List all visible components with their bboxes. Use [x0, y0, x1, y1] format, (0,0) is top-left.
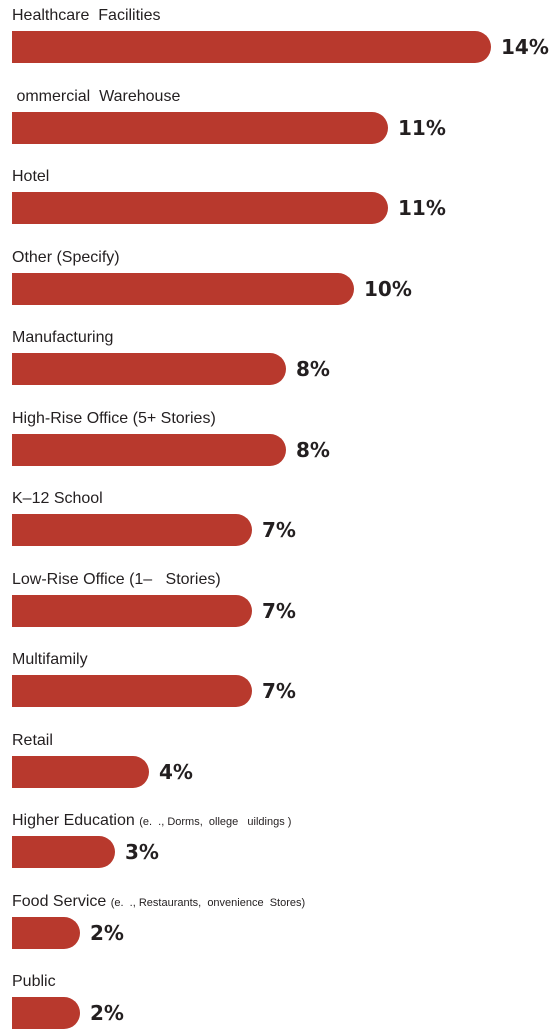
value-label: 11%	[398, 196, 446, 220]
category-label-text: Other (Specify)	[12, 248, 120, 266]
value-label: 2%	[90, 920, 124, 945]
category-label-text: Manufacturing	[12, 329, 114, 346]
category-label-text: Retail	[12, 731, 53, 749]
value-label: 7%	[262, 518, 296, 542]
bar	[12, 916, 80, 949]
category-label: K–12 School	[12, 489, 103, 509]
category-label-text: Multifamily	[12, 651, 88, 668]
bar	[12, 675, 252, 707]
value-label: 3%	[125, 840, 159, 864]
bar	[12, 272, 354, 305]
category-label: Low-Rise Office (1– Stories)	[12, 570, 221, 590]
bar	[12, 514, 252, 546]
category-label: Other (Specify)	[12, 248, 120, 268]
value-label: 11%	[398, 115, 446, 140]
bar	[12, 836, 115, 868]
category-label: ommercial Warehouse	[12, 87, 180, 107]
value-label: 7%	[262, 679, 296, 703]
category-note: (e. ., Restaurants, onvenience Stores)	[110, 896, 306, 909]
category-label: Healthcare Facilities	[12, 6, 161, 26]
value-label: 10%	[364, 276, 412, 301]
value-label: 4%	[159, 759, 193, 784]
category-label: Retail	[12, 731, 53, 751]
category-label-text: Hotel	[12, 168, 50, 185]
category-label-text: Public	[12, 973, 56, 990]
category-label: Food Service (e. ., Restaurants, onvenie…	[12, 892, 305, 913]
bar	[12, 433, 286, 466]
category-label-text: Higher Education	[12, 812, 135, 829]
bar	[12, 111, 388, 144]
category-label-text: High-Rise Office (5+ Stories)	[12, 409, 216, 427]
category-label-text: Food Service	[12, 892, 107, 910]
category-label: Public	[12, 972, 56, 992]
bar	[12, 997, 80, 1029]
bar	[12, 594, 252, 627]
category-label: High-Rise Office (5+ Stories)	[12, 409, 216, 429]
value-label: 8%	[296, 357, 330, 381]
category-label-text: K–12 School	[12, 490, 103, 507]
category-note: (e. ., Dorms, ollege uildings )	[139, 816, 292, 828]
value-label: 2%	[90, 1001, 124, 1025]
value-label: 14%	[501, 35, 549, 59]
bar	[12, 192, 388, 224]
bar	[12, 31, 491, 63]
value-label: 8%	[296, 437, 330, 462]
category-label-text: Low-Rise Office (1– Stories)	[12, 570, 221, 588]
value-label: 7%	[262, 598, 296, 623]
bar	[12, 755, 149, 788]
category-label: Higher Education (e. ., Dorms, ollege ui…	[12, 811, 291, 832]
category-label: Hotel	[12, 167, 49, 187]
bar	[12, 353, 286, 385]
category-label-text: ommercial Warehouse	[12, 87, 181, 105]
category-label: Multifamily	[12, 650, 88, 670]
category-label-text: Healthcare Facilities	[12, 7, 161, 24]
category-label: Manufacturing	[12, 328, 113, 348]
